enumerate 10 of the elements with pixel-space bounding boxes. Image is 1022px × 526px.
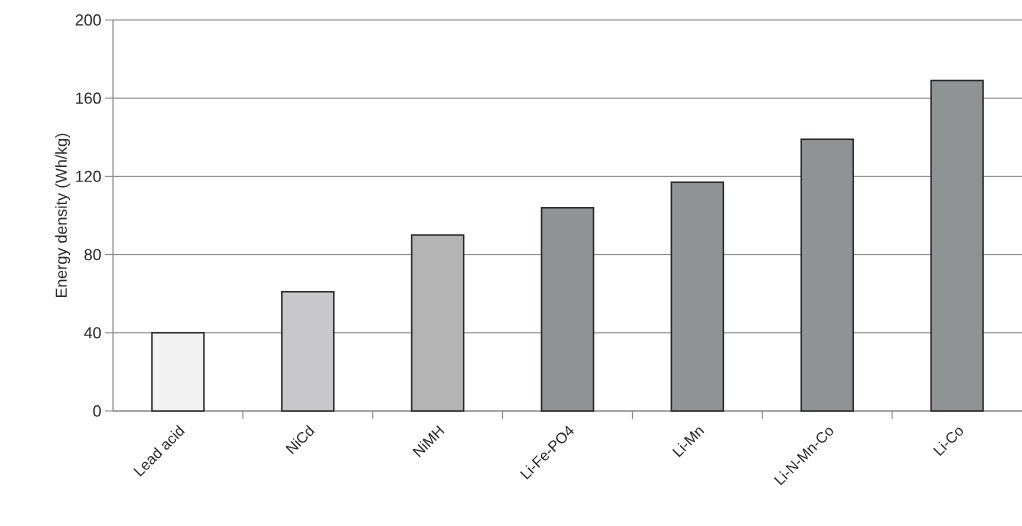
y-tick-label: 80 <box>84 248 101 261</box>
bar <box>410 234 465 412</box>
bar <box>151 332 205 412</box>
y-tick-label: 200 <box>75 14 101 26</box>
y-tick-label: 160 <box>76 92 101 104</box>
bar <box>281 290 335 412</box>
y-tick-label: 120 <box>76 170 101 183</box>
y-tick-label: 0 <box>93 405 101 417</box>
y-tick-label: 40 <box>84 327 101 339</box>
y-axis-title: Energy density (Wh/kg) <box>55 133 71 297</box>
